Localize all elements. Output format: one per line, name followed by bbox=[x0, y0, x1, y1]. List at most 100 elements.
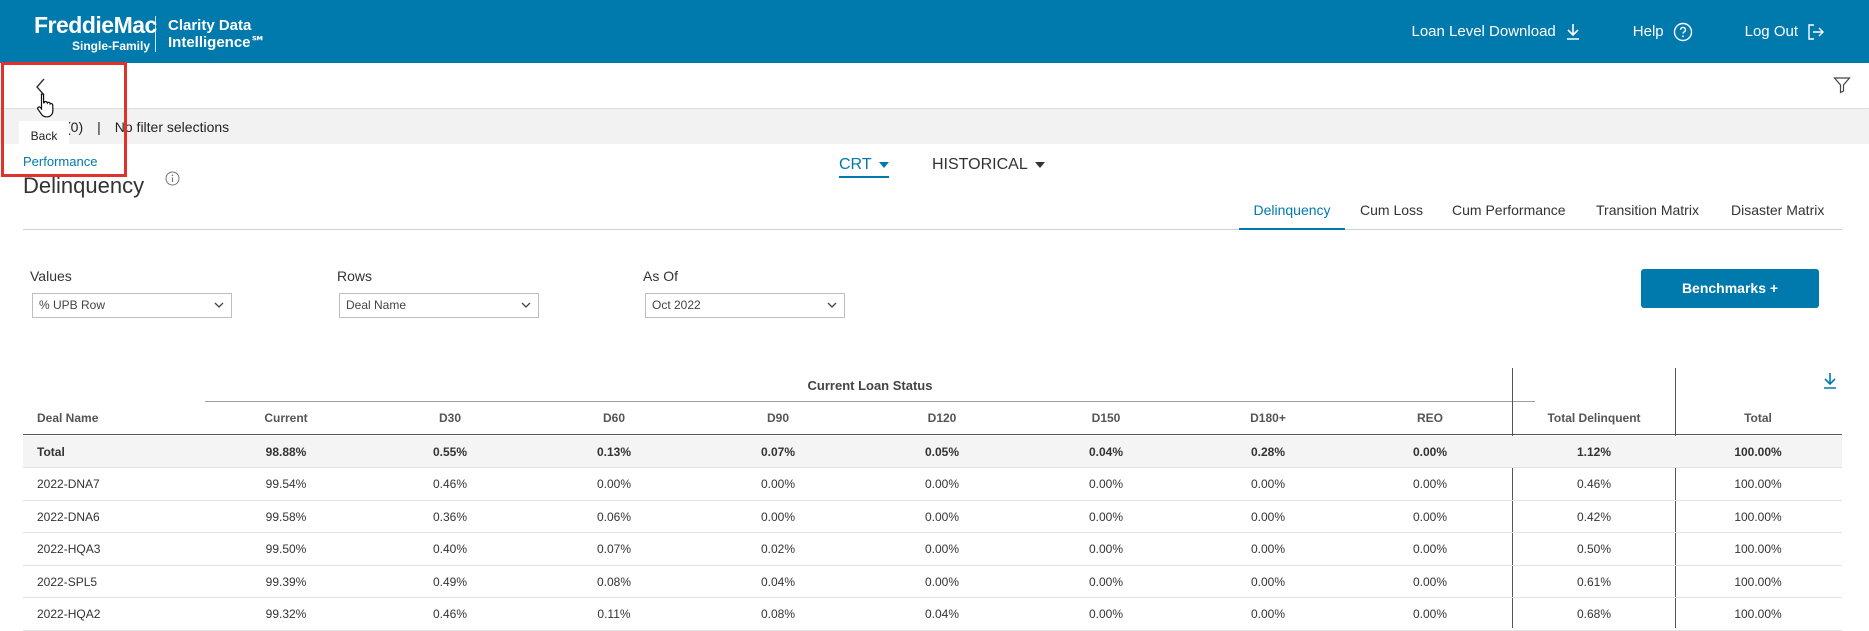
chevron-left-icon bbox=[36, 78, 45, 96]
asof-label: As Of bbox=[643, 268, 679, 284]
table-cell: 0.00% bbox=[1412, 477, 1448, 491]
hand-cursor-icon bbox=[36, 92, 56, 123]
table-cell: 0.00% bbox=[1088, 509, 1124, 524]
asof-select[interactable]: Oct 2022 bbox=[645, 293, 845, 318]
filter-selections-text: No filter selections bbox=[114, 119, 230, 135]
table-cell: 99.58% bbox=[265, 509, 307, 524]
report-tabs: Delinquency Cum Loss Cum Performance Tra… bbox=[23, 192, 1842, 230]
deal-name-cell: 2022-DNA7 bbox=[37, 477, 100, 491]
table-cell: 0.00% bbox=[596, 477, 632, 491]
table-cell: 0.00% bbox=[760, 509, 796, 524]
table-header-row: Deal Name Current D30 D60 D90 D120 D150 D180+ RE… bbox=[23, 402, 1842, 435]
product-name-line2: Intelligence℠ bbox=[168, 34, 266, 51]
deal-name-cell: 2022-HQA3 bbox=[37, 542, 101, 556]
table-cell: 0.04% bbox=[924, 607, 960, 621]
column-header[interactable]: D180+ bbox=[1250, 411, 1286, 425]
table-download-button[interactable] bbox=[1823, 372, 1837, 393]
filter-icon bbox=[1833, 77, 1851, 94]
table-cell: 0.00% bbox=[1412, 607, 1448, 621]
table-cell: 0.68% bbox=[1576, 607, 1612, 621]
tab-disaster-matrix[interactable]: Disaster Matrix bbox=[1731, 202, 1825, 218]
filter-button[interactable] bbox=[1833, 76, 1851, 99]
column-header[interactable]: REO bbox=[1416, 411, 1443, 425]
download-icon bbox=[1824, 373, 1836, 389]
table-row: 2022-SPL5 99.39% 0.49% 0.08% 0.04% 0.00% 0.00%… bbox=[23, 566, 1842, 598]
chevron-down-icon bbox=[521, 302, 531, 308]
table-cell: 0.00% bbox=[1412, 574, 1448, 589]
top-header: FreddieMac Single-Family Clarity Data In… bbox=[0, 0, 1869, 63]
download-icon bbox=[1566, 23, 1579, 40]
table-row: 2022-HQA3 99.50% 0.40% 0.07% 0.02% 0.00% 0.00%… bbox=[23, 534, 1842, 566]
help-link[interactable]: Help bbox=[1633, 22, 1693, 42]
column-header[interactable]: Total bbox=[1744, 411, 1772, 425]
benchmarks-button[interactable]: Benchmarks + bbox=[1641, 269, 1819, 308]
logo-main-text: FreddieMac bbox=[34, 12, 157, 38]
table-cell: 0.42% bbox=[1576, 509, 1612, 524]
table-cell: 0.00% bbox=[1088, 574, 1124, 589]
table-cell: 1.12% bbox=[1576, 444, 1612, 459]
rows-select[interactable]: Deal Name bbox=[339, 293, 539, 318]
table-cell: 0.00% bbox=[1250, 542, 1286, 556]
table-cell: 0.46% bbox=[1576, 477, 1612, 491]
column-header[interactable]: Total Delinquent bbox=[1547, 411, 1641, 425]
table-cell: 0.06% bbox=[596, 509, 632, 524]
tab-cum-performance[interactable]: Cum Performance bbox=[1452, 202, 1566, 218]
logout-link[interactable]: Log Out bbox=[1745, 23, 1825, 40]
freddie-mac-logo[interactable]: FreddieMac Single-Family bbox=[34, 12, 157, 53]
logout-icon bbox=[1808, 23, 1824, 40]
tab-transition-matrix[interactable]: Transition Matrix bbox=[1596, 202, 1699, 218]
table-cell: 99.54% bbox=[265, 477, 307, 491]
table-cell: 98.88% bbox=[265, 444, 307, 459]
logo-divider bbox=[155, 16, 156, 52]
column-header[interactable]: Deal Name bbox=[37, 411, 99, 425]
tab-cum-loss[interactable]: Cum Loss bbox=[1360, 202, 1424, 218]
table-cell: 0.13% bbox=[596, 444, 632, 459]
column-header[interactable]: D120 bbox=[927, 411, 957, 425]
values-select[interactable]: % UPB Row bbox=[32, 293, 232, 318]
back-button[interactable] bbox=[34, 77, 46, 102]
deal-name-cell: Total bbox=[37, 444, 65, 459]
table-cell: 0.07% bbox=[760, 444, 796, 459]
breadcrumb-performance[interactable]: Performance bbox=[23, 154, 98, 169]
table-cell: 100.00% bbox=[1734, 477, 1782, 491]
table-row: 2022-HQA2 99.32% 0.46% 0.11% 0.08% 0.04% 0.00%… bbox=[23, 599, 1842, 631]
help-icon bbox=[1673, 22, 1692, 41]
filter-separator: | bbox=[97, 119, 101, 135]
column-header[interactable]: D60 bbox=[602, 411, 625, 425]
table-cell: 0.07% bbox=[596, 542, 632, 556]
table-cell: 0.00% bbox=[924, 509, 960, 524]
table-cell: 0.46% bbox=[432, 607, 468, 621]
caret-down-icon bbox=[1034, 162, 1045, 168]
tab-delinquency[interactable]: Delinquency bbox=[1239, 202, 1345, 230]
table-cell: 99.39% bbox=[265, 574, 307, 589]
chevron-down-icon bbox=[214, 302, 224, 308]
historical-dropdown-label: HISTORICAL bbox=[932, 156, 1028, 173]
table-cell: 0.00% bbox=[1088, 542, 1124, 556]
loan-level-download-link[interactable]: Loan Level Download bbox=[1411, 23, 1580, 41]
info-icon[interactable] bbox=[165, 171, 180, 191]
table-row: 2022-DNA7 99.54% 0.46% 0.00% 0.00% 0.00% 0.00%… bbox=[23, 469, 1842, 501]
table-cell: 0.00% bbox=[760, 477, 796, 491]
table-cell: 0.00% bbox=[1412, 542, 1448, 556]
crt-dropdown[interactable]: CRT bbox=[839, 156, 889, 178]
values-label: Values bbox=[30, 268, 72, 284]
table-cell: 0.00% bbox=[1088, 477, 1124, 491]
historical-dropdown[interactable]: HISTORICAL bbox=[932, 156, 1045, 174]
column-header[interactable]: D30 bbox=[438, 411, 461, 425]
column-header[interactable]: D90 bbox=[766, 411, 789, 425]
table-cell: 99.50% bbox=[265, 542, 307, 556]
page-title: Delinquency bbox=[23, 173, 145, 198]
table-cell: 0.04% bbox=[1088, 444, 1124, 459]
logo-sub-text: Single-Family bbox=[72, 39, 151, 53]
table-cell: 0.46% bbox=[432, 477, 468, 491]
table-cell: 0.00% bbox=[1250, 574, 1286, 589]
column-header[interactable]: Current bbox=[264, 411, 308, 425]
table-cell: 0.36% bbox=[432, 509, 468, 524]
table-cell: 0.00% bbox=[1412, 509, 1448, 524]
table-cell: 0.05% bbox=[924, 444, 960, 459]
column-header[interactable]: D150 bbox=[1091, 411, 1121, 425]
table-cell: 0.00% bbox=[924, 542, 960, 556]
table-cell: 0.00% bbox=[1250, 477, 1286, 491]
caret-down-icon bbox=[878, 162, 889, 168]
table-cell: 0.55% bbox=[432, 444, 468, 459]
